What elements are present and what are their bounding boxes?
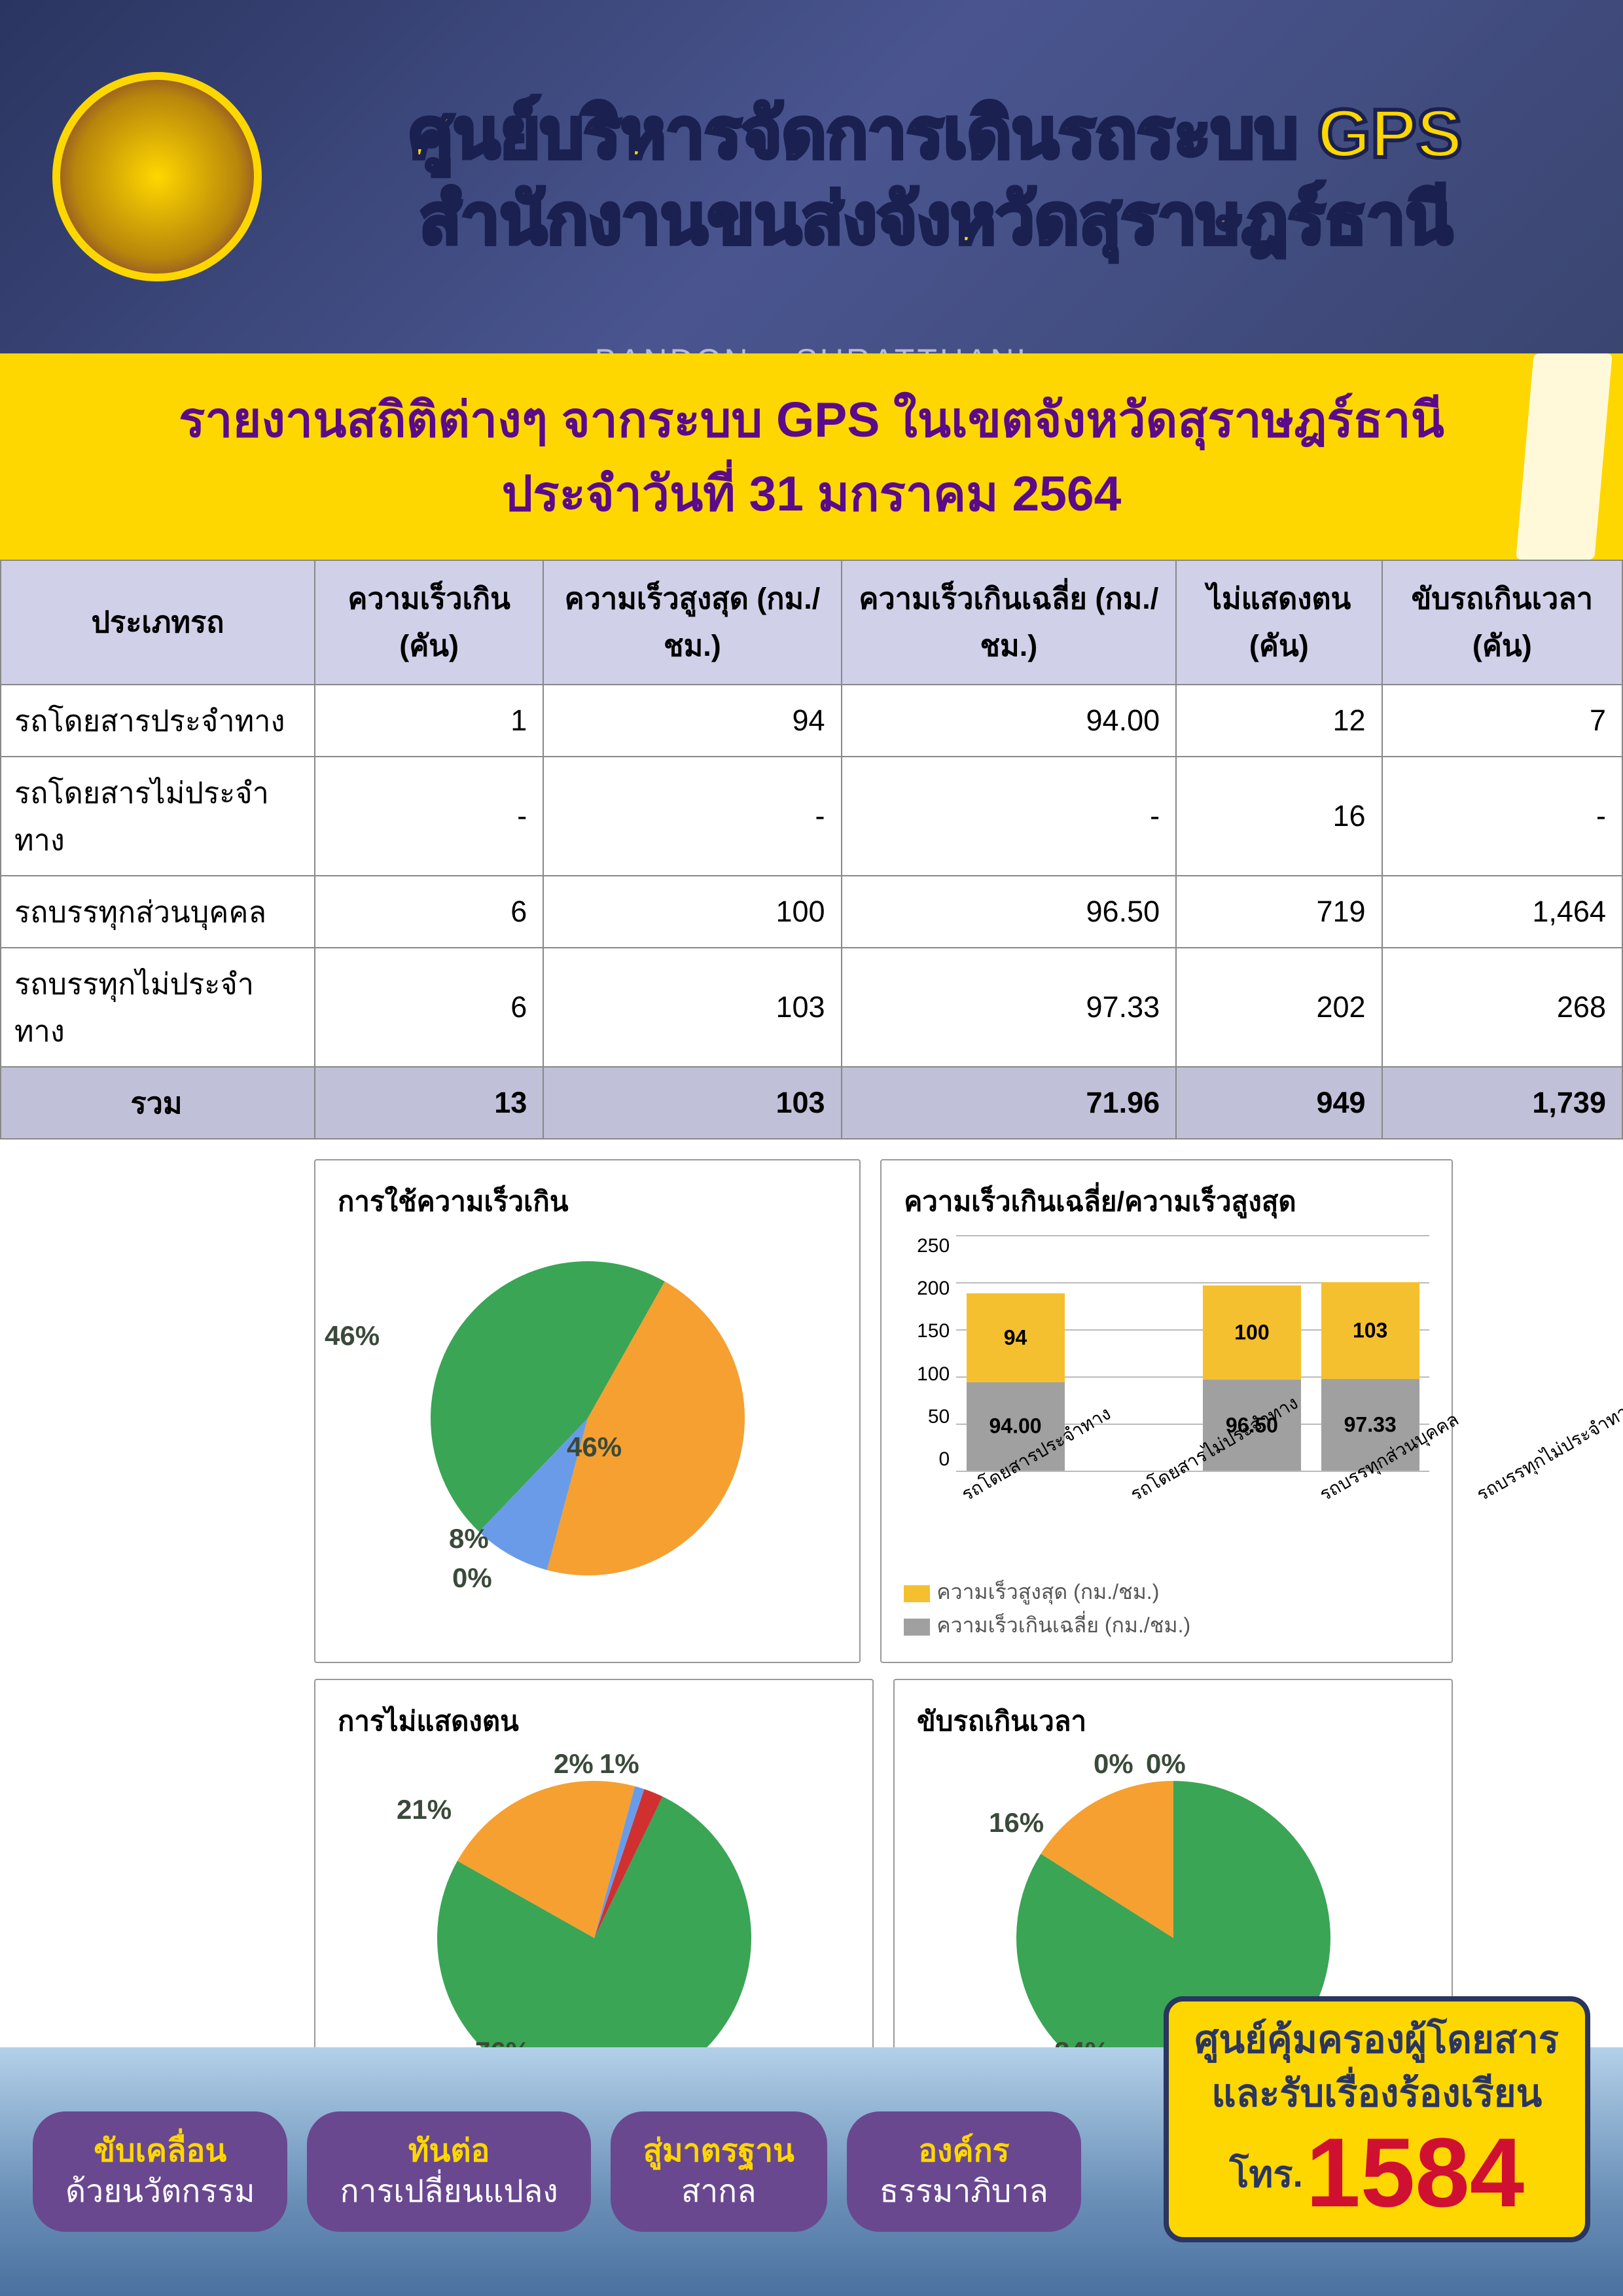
table-cell: 103 <box>543 948 841 1067</box>
table-row: รถโดยสารประจำทาง19494.00127 <box>1 685 1622 757</box>
bar-seg-max: 94 <box>967 1293 1065 1382</box>
y-tick: 250 <box>904 1235 950 1257</box>
x-label: รถบรรทุกไม่ประจำทาง <box>1471 1393 1623 1540</box>
hotline-box: ศูนย์คุ้มครองผู้โดยสาร และรับเรื่องร้องเ… <box>1164 1996 1591 2243</box>
col-header: ขับรถเกินเวลา (คัน) <box>1382 560 1622 685</box>
bar-chart-box: ความเร็วเกินเฉลี่ย/ความเร็วสูงสุด 250 200… <box>880 1159 1453 1663</box>
hotline-line1: ศูนย์คุ้มครองผู้โดยสาร <box>1195 2017 1560 2063</box>
table-cell: - <box>842 757 1177 876</box>
col-header: ความเร็วเกินเฉลี่ย (กม./ชม.) <box>842 560 1177 685</box>
table-cell: 6 <box>315 948 543 1067</box>
header-banner: ศูนย์บริหารจัดการเดินรถระบบ GPS สำนักงาน… <box>0 0 1623 353</box>
col-header: ความเร็วสูงสุด (กม./ชม.) <box>543 560 841 685</box>
table-cell: รถบรรทุกส่วนบุคคล <box>1 876 315 948</box>
footer-pill: ทันต่อการเปลี่ยนแปลง <box>307 2111 590 2233</box>
table-cell: 1 <box>315 685 543 757</box>
table-cell: 103 <box>543 1067 841 1139</box>
pie-label: 46% <box>567 1431 622 1463</box>
table-total-row: รวม1310371.969491,739 <box>1 1067 1622 1139</box>
main-title-line1: ศูนย์บริหารจัดการเดินรถระบบ GPS <box>301 91 1571 177</box>
main-title-line2: สำนักงานขนส่งจังหวัดสุราษฎร์ธานี <box>301 177 1571 262</box>
pie-label: 21% <box>397 1794 452 1825</box>
table-cell: 71.96 <box>842 1067 1177 1139</box>
table-cell: - <box>1382 757 1622 876</box>
table-cell: - <box>543 757 841 876</box>
pie-label: 0% <box>1094 1748 1133 1780</box>
table-cell: 100 <box>543 876 841 948</box>
pie-label: 0% <box>1146 1748 1186 1780</box>
report-title-band: รายงานสถิติต่างๆ จากระบบ GPS ในเขตจังหวั… <box>0 353 1623 560</box>
footer-pill: ขับเคลื่อนด้วยนวัตกรรม <box>33 2111 287 2233</box>
hotline-line2: และรับเรื่องร้องเรียน <box>1195 2062 1560 2123</box>
bar-legend-avg: ความเร็วเกินเฉลี่ย (กม./ชม.) <box>936 1613 1190 1637</box>
table-cell: 96.50 <box>842 876 1177 948</box>
table-row: รถบรรทุกไม่ประจำทาง610397.33202268 <box>1 948 1622 1067</box>
col-header: ประเภทรถ <box>1 560 315 685</box>
table-cell: รถโดยสารไม่ประจำทาง <box>1 757 315 876</box>
table-cell: รถโดยสารประจำทาง <box>1 685 315 757</box>
y-tick: 200 <box>904 1278 950 1300</box>
table-cell: 719 <box>1176 876 1382 948</box>
bar-seg-max: 100 <box>1203 1285 1301 1380</box>
pie-overtime-title: ขับรถเกินเวลา <box>917 1700 1429 1743</box>
table-cell: รวม <box>1 1067 315 1139</box>
table-cell: 268 <box>1382 948 1622 1067</box>
table-cell: 97.33 <box>842 948 1177 1067</box>
table-cell: 1,464 <box>1382 876 1622 948</box>
table-cell: 6 <box>315 876 543 948</box>
agency-logo-icon <box>52 72 262 281</box>
pie-speed-title: การใช้ความเร็วเกิน <box>338 1180 837 1223</box>
pie-speed-box: การใช้ความเร็วเกิน 46% 46% 8% 0% <box>314 1159 861 1663</box>
bar-legend: ความเร็วสูงสุด (กม./ชม.) ความเร็วเกินเฉล… <box>904 1575 1429 1642</box>
y-tick: 150 <box>904 1320 950 1342</box>
table-cell: 13 <box>315 1067 543 1139</box>
footer-pill: องค์กรธรรมาภิบาล <box>847 2111 1081 2233</box>
footer-pill: สู่มาตรฐานสากล <box>611 2111 827 2233</box>
table-cell: 16 <box>1176 757 1382 876</box>
y-tick: 50 <box>904 1406 950 1428</box>
pie-label: 2% <box>554 1748 594 1780</box>
table-cell: 94.00 <box>842 685 1177 757</box>
table-cell: 94 <box>543 685 841 757</box>
table-cell: 7 <box>1382 685 1622 757</box>
pie-label: 0% <box>452 1562 492 1594</box>
y-tick: 0 <box>904 1448 950 1471</box>
table-row: รถบรรทุกส่วนบุคคล610096.507191,464 <box>1 876 1622 948</box>
pie-label: 16% <box>989 1807 1044 1839</box>
footer-band: ขับเคลื่อนด้วยนวัตกรรมทันต่อการเปลี่ยนแป… <box>0 2047 1623 2296</box>
y-tick: 100 <box>904 1363 950 1386</box>
bar-seg-max: 103 <box>1321 1282 1419 1379</box>
pie-label: 1% <box>599 1748 639 1780</box>
table-cell: 949 <box>1176 1067 1382 1139</box>
table-cell: รถบรรทุกไม่ประจำทาง <box>1 948 315 1067</box>
table-row: รถโดยสารไม่ประจำทาง---16- <box>1 757 1622 876</box>
bar-legend-max: ความเร็วสูงสุด (กม./ชม.) <box>936 1580 1159 1604</box>
col-header: ความเร็วเกิน (คัน) <box>315 560 543 685</box>
hotline-tel-label: โทร. <box>1229 2153 1303 2195</box>
report-line2: ประจำวันที่ 31 มกราคม 2564 <box>26 457 1597 531</box>
col-header: ไม่แสดงตน (คัน) <box>1176 560 1382 685</box>
table-cell: 12 <box>1176 685 1382 757</box>
hotline-number: 1584 <box>1306 2117 1524 2227</box>
table-cell: 1,739 <box>1382 1067 1622 1139</box>
table-cell: - <box>315 757 543 876</box>
stats-table: ประเภทรถความเร็วเกิน (คัน)ความเร็วสูงสุด… <box>0 560 1623 1139</box>
pie-label: 46% <box>325 1320 380 1352</box>
report-line1: รายงานสถิติต่างๆ จากระบบ GPS ในเขตจังหวั… <box>26 383 1597 457</box>
pie-noshow-title: การไม่แสดงตน <box>338 1700 850 1743</box>
bar-chart-title: ความเร็วเกินเฉลี่ย/ความเร็วสูงสุด <box>904 1180 1429 1223</box>
table-cell: 202 <box>1176 948 1382 1067</box>
pie-label: 8% <box>449 1523 489 1554</box>
